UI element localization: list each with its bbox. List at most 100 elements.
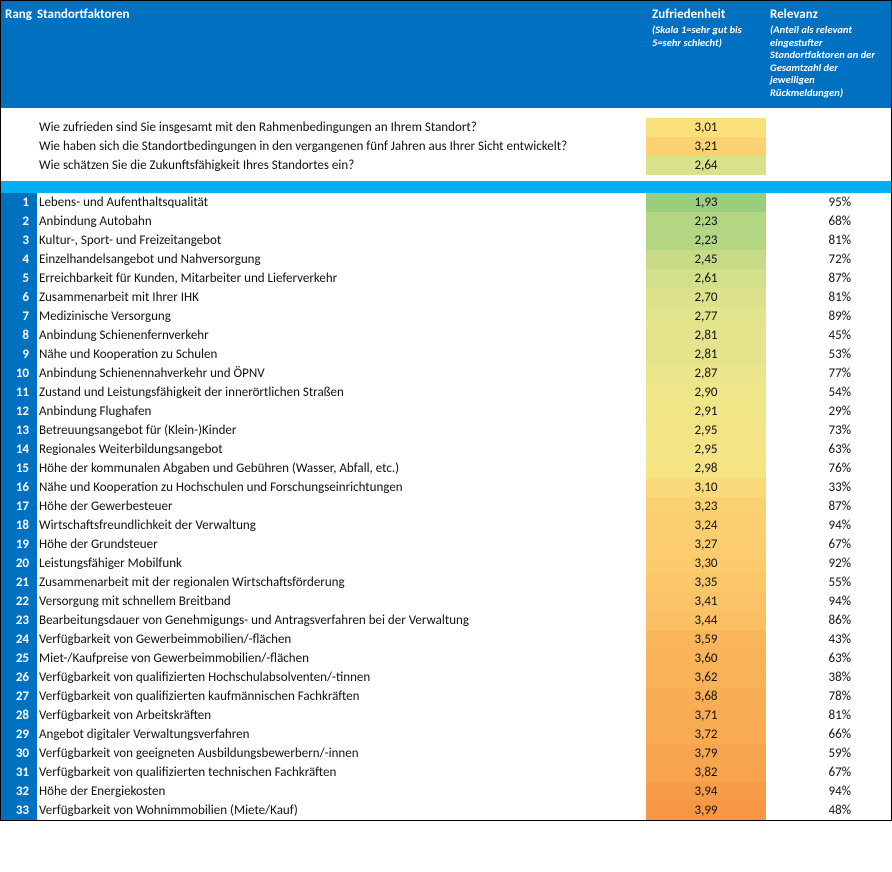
factor-cell: Wie haben sich die Standortbedingungen i… bbox=[37, 137, 646, 156]
relevanz-cell: 87% bbox=[766, 497, 891, 516]
relevanz-cell: 63% bbox=[766, 440, 891, 459]
factor-cell: Anbindung Flughafen bbox=[37, 402, 646, 421]
rank-cell: 17 bbox=[1, 497, 37, 516]
table-row: 17Höhe der Gewerbesteuer3,2387% bbox=[1, 497, 891, 516]
table-row: 29Angebot digitaler Verwaltungsverfahren… bbox=[1, 725, 891, 744]
relevanz-cell: 81% bbox=[766, 706, 891, 725]
relevanz-cell: 76% bbox=[766, 459, 891, 478]
rank-cell: 5 bbox=[1, 269, 37, 288]
zufriedenheit-cell: 3,24 bbox=[646, 516, 766, 535]
factor-cell: Angebot digitaler Verwaltungsverfahren bbox=[37, 725, 646, 744]
table-row: 13Betreuungsangebot für (Klein-)Kinder2,… bbox=[1, 421, 891, 440]
rank-cell: 21 bbox=[1, 573, 37, 592]
table-row: 31Verfügbarkeit von qualifizierten techn… bbox=[1, 763, 891, 782]
rank-cell: 32 bbox=[1, 782, 37, 801]
zufriedenheit-cell: 2,87 bbox=[646, 364, 766, 383]
zufriedenheit-cell: 2,91 bbox=[646, 402, 766, 421]
zufriedenheit-cell: 3,82 bbox=[646, 763, 766, 782]
table-row: 26Verfügbarkeit von qualifizierten Hochs… bbox=[1, 668, 891, 687]
table-row: 32Höhe der Energiekosten3,9494% bbox=[1, 782, 891, 801]
table-row: 6Zusammenarbeit mit Ihrer IHK2,7081% bbox=[1, 288, 891, 307]
zufriedenheit-cell: 1,93 bbox=[646, 193, 766, 212]
intro-row: Wie schätzen Sie die Zukunftsfähigkeit I… bbox=[1, 156, 891, 175]
table-row: 8Anbindung Schienenfernverkehr2,8145% bbox=[1, 326, 891, 345]
factor-cell: Kultur-, Sport- und Freizeitangebot bbox=[37, 231, 646, 250]
rank-cell: 19 bbox=[1, 535, 37, 554]
gap bbox=[1, 108, 891, 118]
relevanz-cell: 67% bbox=[766, 535, 891, 554]
relevanz-cell bbox=[766, 118, 891, 137]
rank-cell: 24 bbox=[1, 630, 37, 649]
zufriedenheit-cell: 3,62 bbox=[646, 668, 766, 687]
rank-cell bbox=[1, 137, 37, 156]
rank-cell: 11 bbox=[1, 383, 37, 402]
factor-cell: Wie schätzen Sie die Zukunftsfähigkeit I… bbox=[37, 156, 646, 175]
zufriedenheit-cell: 3,30 bbox=[646, 554, 766, 573]
factor-cell: Zustand und Leistungsfähigkeit der inner… bbox=[37, 383, 646, 402]
relevanz-cell: 81% bbox=[766, 231, 891, 250]
table-row: 16Nähe und Kooperation zu Hochschulen un… bbox=[1, 478, 891, 497]
table-row: 9Nähe und Kooperation zu Schulen2,8153% bbox=[1, 345, 891, 364]
rank-cell: 12 bbox=[1, 402, 37, 421]
factor-cell: Zusammenarbeit mit Ihrer IHK bbox=[37, 288, 646, 307]
zufriedenheit-cell: 3,01 bbox=[646, 118, 766, 137]
rank-cell: 28 bbox=[1, 706, 37, 725]
table-row: 24Verfügbarkeit von Gewerbeimmobilien/-f… bbox=[1, 630, 891, 649]
relevanz-cell: 81% bbox=[766, 288, 891, 307]
relevanz-cell: 73% bbox=[766, 421, 891, 440]
zufriedenheit-cell: 2,90 bbox=[646, 383, 766, 402]
intro-section: Wie zufrieden sind Sie insgesamt mit den… bbox=[1, 118, 891, 181]
factor-cell: Verfügbarkeit von Wohnimmobilien (Miete/… bbox=[37, 801, 646, 820]
rank-cell bbox=[1, 118, 37, 137]
relevanz-cell: 72% bbox=[766, 250, 891, 269]
header-rank: Rang bbox=[1, 7, 37, 100]
rank-cell: 9 bbox=[1, 345, 37, 364]
table-row: 4Einzelhandelsangebot und Nahversorgung2… bbox=[1, 250, 891, 269]
rank-cell: 1 bbox=[1, 193, 37, 212]
relevanz-cell: 67% bbox=[766, 763, 891, 782]
relevanz-cell: 54% bbox=[766, 383, 891, 402]
rank-cell: 18 bbox=[1, 516, 37, 535]
factor-cell: Höhe der Grundsteuer bbox=[37, 535, 646, 554]
header-zuf-label: Zufriedenheit bbox=[652, 7, 725, 22]
table-row: 28Verfügbarkeit von Arbeitskräften3,7181… bbox=[1, 706, 891, 725]
header-zuf-sub: (Skala 1=sehr gut bis 5=sehr schlecht) bbox=[652, 24, 760, 49]
table-row: 23Bearbeitungsdauer von Genehmigungs- un… bbox=[1, 611, 891, 630]
zufriedenheit-cell: 3,71 bbox=[646, 706, 766, 725]
table-row: 22Versorgung mit schnellem Breitband3,41… bbox=[1, 592, 891, 611]
table-row: 19Höhe der Grundsteuer3,2767% bbox=[1, 535, 891, 554]
table-row: 10Anbindung Schienennahverkehr und ÖPNV2… bbox=[1, 364, 891, 383]
relevanz-cell: 94% bbox=[766, 592, 891, 611]
factor-cell: Anbindung Schienenfernverkehr bbox=[37, 326, 646, 345]
table-row: 25Miet-/Kaufpreise von Gewerbeimmobilien… bbox=[1, 649, 891, 668]
rank-cell: 20 bbox=[1, 554, 37, 573]
rank-cell: 23 bbox=[1, 611, 37, 630]
rank-cell: 25 bbox=[1, 649, 37, 668]
relevanz-cell: 78% bbox=[766, 687, 891, 706]
factor-cell: Höhe der Energiekosten bbox=[37, 782, 646, 801]
relevanz-cell: 53% bbox=[766, 345, 891, 364]
relevanz-cell: 86% bbox=[766, 611, 891, 630]
table-row: 15Höhe der kommunalen Abgaben und Gebühr… bbox=[1, 459, 891, 478]
factor-cell: Betreuungsangebot für (Klein-)Kinder bbox=[37, 421, 646, 440]
relevanz-cell: 48% bbox=[766, 801, 891, 820]
relevanz-cell bbox=[766, 137, 891, 156]
relevanz-cell: 38% bbox=[766, 668, 891, 687]
relevanz-cell: 89% bbox=[766, 307, 891, 326]
table-row: 3Kultur-, Sport- und Freizeitangebot2,23… bbox=[1, 231, 891, 250]
table-row: 20Leistungsfähiger Mobilfunk3,3092% bbox=[1, 554, 891, 573]
header-rel-label: Relevanz bbox=[770, 7, 818, 22]
factor-cell: Verfügbarkeit von qualifizierten Hochsch… bbox=[37, 668, 646, 687]
zufriedenheit-cell: 3,21 bbox=[646, 137, 766, 156]
zufriedenheit-cell: 3,60 bbox=[646, 649, 766, 668]
table-row: 14Regionales Weiterbildungsangebot2,9563… bbox=[1, 440, 891, 459]
relevanz-cell: 63% bbox=[766, 649, 891, 668]
relevanz-cell: 33% bbox=[766, 478, 891, 497]
zufriedenheit-cell: 3,68 bbox=[646, 687, 766, 706]
factor-cell: Wirtschaftsfreundlichkeit der Verwaltung bbox=[37, 516, 646, 535]
section-divider bbox=[1, 181, 891, 193]
rank-cell: 30 bbox=[1, 744, 37, 763]
relevanz-cell: 59% bbox=[766, 744, 891, 763]
relevanz-cell: 95% bbox=[766, 193, 891, 212]
zufriedenheit-cell: 2,98 bbox=[646, 459, 766, 478]
